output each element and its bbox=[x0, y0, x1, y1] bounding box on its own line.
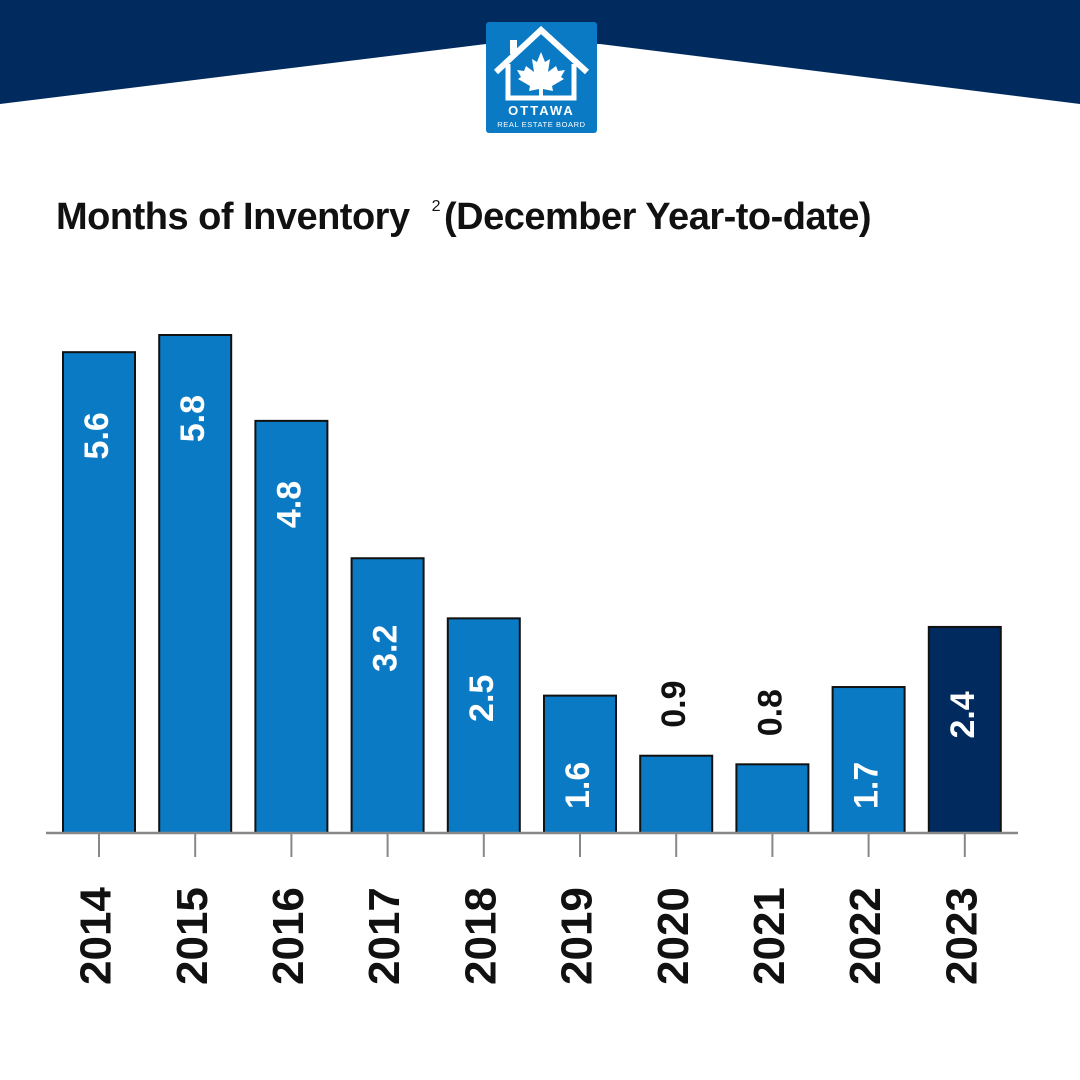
chart-title: Months of Inventory 2 (December Year-to-da… bbox=[56, 196, 872, 239]
bar-2021 bbox=[735, 763, 810, 835]
value-label-2018: 2.5 bbox=[463, 675, 501, 722]
bar-2022 bbox=[831, 686, 906, 834]
x-tick-label-2019: 2019 bbox=[553, 887, 602, 985]
value-label-2022: 1.7 bbox=[848, 762, 886, 809]
logo-line2: REAL ESTATE BOARD bbox=[497, 120, 585, 129]
x-tick-label-2017: 2017 bbox=[360, 887, 409, 985]
chimney-icon bbox=[510, 40, 517, 54]
logo-line1: OTTAWA bbox=[508, 103, 575, 118]
chart-title-main: Months of Inventory bbox=[56, 196, 410, 238]
banner-shape bbox=[0, 0, 1080, 104]
bar-2023 bbox=[927, 625, 1002, 834]
bar-2019 bbox=[543, 694, 617, 834]
x-tick-label-2021: 2021 bbox=[745, 887, 794, 985]
x-tick-label-2022: 2022 bbox=[841, 887, 890, 985]
x-tick-label-2023: 2023 bbox=[937, 887, 986, 985]
value-label-2019: 1.6 bbox=[559, 762, 597, 809]
title-footnote-marker: 2 bbox=[431, 198, 441, 216]
house-roof-icon bbox=[493, 25, 590, 75]
x-tick-label-2015: 2015 bbox=[168, 887, 217, 985]
x-tick-label-2020: 2020 bbox=[649, 887, 698, 985]
x-tick-label-2014: 2014 bbox=[72, 887, 121, 985]
ottawa-real-estate-board-logo: OTTAWA REAL ESTATE BOARD bbox=[486, 22, 597, 133]
chart-subtitle: (December Year-to-date) bbox=[444, 196, 872, 238]
maple-leaf-icon bbox=[517, 52, 565, 98]
value-label-2021: 0.8 bbox=[751, 689, 789, 736]
value-label-2015: 5.8 bbox=[174, 395, 212, 442]
bar-2017 bbox=[350, 557, 425, 834]
x-tick-label-2016: 2016 bbox=[264, 887, 313, 985]
x-tick-label-2018: 2018 bbox=[456, 887, 505, 985]
bar-2018 bbox=[446, 617, 521, 835]
bar-2016 bbox=[254, 419, 329, 834]
bar-2020 bbox=[639, 754, 714, 834]
value-label-2020: 0.9 bbox=[655, 680, 693, 727]
value-label-2016: 4.8 bbox=[270, 481, 308, 528]
value-label-2017: 3.2 bbox=[367, 625, 405, 672]
header-banner bbox=[0, 0, 1080, 104]
value-label-2023: 2.4 bbox=[944, 691, 982, 738]
value-label-2014: 5.6 bbox=[78, 412, 116, 459]
